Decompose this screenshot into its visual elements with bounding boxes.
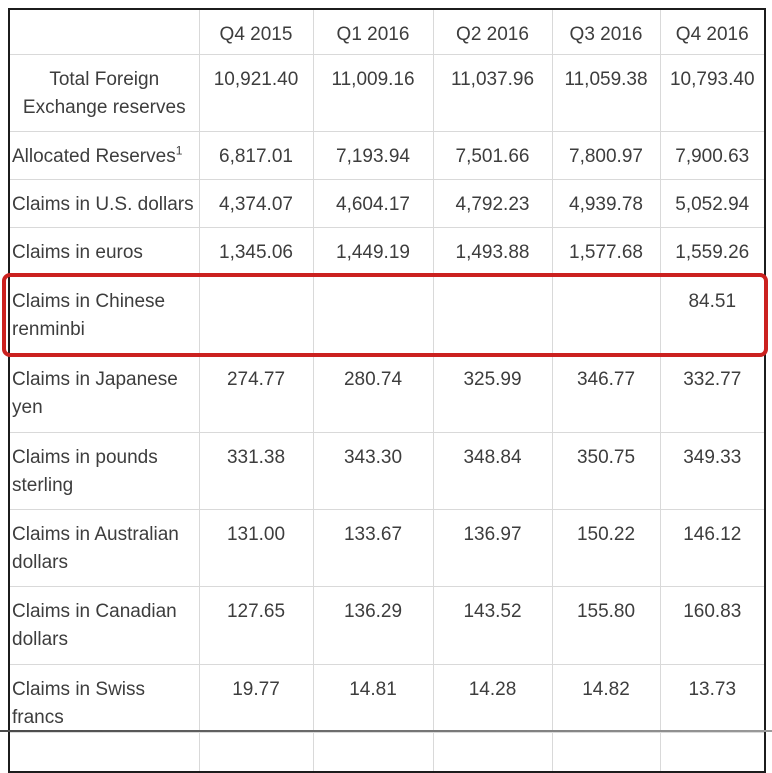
value-cell: 133.67 — [312, 508, 434, 587]
value-cell: 346.77 — [551, 353, 661, 433]
value-cell: 14.81 — [312, 663, 434, 733]
value-cell: 136.97 — [432, 508, 553, 587]
value-cell: 11,037.96 — [432, 53, 553, 132]
corner-cell — [8, 8, 200, 55]
table-row-claims-euro: Claims in euros 1,345.06 1,449.19 1,493.… — [8, 226, 766, 277]
value-cell: 4,939.78 — [551, 178, 661, 228]
value-cell: 332.77 — [659, 353, 766, 433]
empty-cell — [8, 731, 200, 773]
col-header-q4-2015: Q4 2015 — [198, 8, 314, 55]
foreign-exchange-reserves-table: Q4 2015 Q1 2016 Q2 2016 Q3 2016 Q4 2016 … — [8, 8, 766, 773]
value-cell: 4,792.23 — [432, 178, 553, 228]
value-cell: 7,501.66 — [432, 130, 553, 180]
table-row-claims-jpy: Claims in Japanese yen 274.77 280.74 325… — [8, 353, 766, 433]
table-row-claims-aud: Claims in Australian dollars 131.00 133.… — [8, 508, 766, 587]
value-cell: 14.28 — [432, 663, 553, 733]
value-cell: 1,493.88 — [432, 226, 553, 277]
value-cell: 7,900.63 — [659, 130, 766, 180]
col-header-q1-2016: Q1 2016 — [312, 8, 434, 55]
value-cell — [198, 275, 314, 355]
table-row-total-reserves: Total Foreign Exchange reserves 10,921.4… — [8, 53, 766, 132]
value-cell: 1,449.19 — [312, 226, 434, 277]
value-cell: 6,817.01 — [198, 130, 314, 180]
value-cell: 131.00 — [198, 508, 314, 587]
value-cell: 5,052.94 — [659, 178, 766, 228]
table-row-allocated-reserves: Allocated Reserves1 6,817.01 7,193.94 7,… — [8, 130, 766, 180]
value-cell: 349.33 — [659, 431, 766, 510]
row-label-claims-gbp: Claims in pounds sterling — [8, 431, 200, 510]
table-row-claims-usd: Claims in U.S. dollars 4,374.07 4,604.17… — [8, 178, 766, 228]
value-cell: 143.52 — [432, 585, 553, 665]
row-label-claims-cny: Claims in Chinese renminbi — [8, 275, 200, 355]
value-cell — [551, 275, 661, 355]
table-row-cutoff — [8, 731, 766, 773]
col-header-q4-2016: Q4 2016 — [659, 8, 766, 55]
empty-cell — [432, 731, 553, 773]
value-cell: 11,009.16 — [312, 53, 434, 132]
row-label-claims-euro: Claims in euros — [8, 226, 200, 277]
row-label-claims-jpy: Claims in Japanese yen — [8, 353, 200, 433]
value-cell: 11,059.38 — [551, 53, 661, 132]
value-cell: 325.99 — [432, 353, 553, 433]
value-cell: 10,793.40 — [659, 53, 766, 132]
value-cell: 155.80 — [551, 585, 661, 665]
table-row-claims-gbp: Claims in pounds sterling 331.38 343.30 … — [8, 431, 766, 510]
table-row-claims-chf: Claims in Swiss francs 19.77 14.81 14.28… — [8, 663, 766, 733]
empty-cell — [198, 731, 314, 773]
value-cell: 10,921.40 — [198, 53, 314, 132]
footnote-marker: 1 — [175, 143, 183, 158]
value-cell: 7,800.97 — [551, 130, 661, 180]
value-cell: 150.22 — [551, 508, 661, 587]
value-cell: 160.83 — [659, 585, 766, 665]
value-cell: 274.77 — [198, 353, 314, 433]
row-label-claims-aud: Claims in Australian dollars — [8, 508, 200, 587]
value-cell: 343.30 — [312, 431, 434, 510]
row-label-claims-chf: Claims in Swiss francs — [8, 663, 200, 733]
value-cell: 1,559.26 — [659, 226, 766, 277]
value-cell: 350.75 — [551, 431, 661, 510]
value-cell: 331.38 — [198, 431, 314, 510]
col-header-q3-2016: Q3 2016 — [551, 8, 661, 55]
empty-cell — [551, 731, 661, 773]
value-cell: 13.73 — [659, 663, 766, 733]
value-cell — [312, 275, 434, 355]
value-cell: 1,345.06 — [198, 226, 314, 277]
row-label-claims-usd: Claims in U.S. dollars — [8, 178, 200, 228]
header-row: Q4 2015 Q1 2016 Q2 2016 Q3 2016 Q4 2016 — [8, 8, 766, 55]
row-label-claims-cad: Claims in Canadian dollars — [8, 585, 200, 665]
value-cell: 146.12 — [659, 508, 766, 587]
value-cell: 7,193.94 — [312, 130, 434, 180]
value-cell: 14.82 — [551, 663, 661, 733]
value-cell: 280.74 — [312, 353, 434, 433]
value-cell: 127.65 — [198, 585, 314, 665]
value-cell: 4,374.07 — [198, 178, 314, 228]
row-label-total-reserves: Total Foreign Exchange reserves — [8, 53, 200, 132]
empty-cell — [312, 731, 434, 773]
row-label-text: Allocated Reserves — [12, 145, 176, 167]
col-header-q2-2016: Q2 2016 — [432, 8, 553, 55]
value-cell — [432, 275, 553, 355]
table-row-claims-cny-highlighted: Claims in Chinese renminbi 84.51 — [8, 275, 766, 355]
value-cell: 348.84 — [432, 431, 553, 510]
reserves-table-container: Q4 2015 Q1 2016 Q2 2016 Q3 2016 Q4 2016 … — [8, 8, 766, 773]
row-label-allocated-reserves: Allocated Reserves1 — [8, 130, 200, 180]
value-cell: 136.29 — [312, 585, 434, 665]
table-row-claims-cad: Claims in Canadian dollars 127.65 136.29… — [8, 585, 766, 665]
value-cell: 84.51 — [659, 275, 766, 355]
value-cell: 1,577.68 — [551, 226, 661, 277]
value-cell: 4,604.17 — [312, 178, 434, 228]
empty-cell — [659, 731, 766, 773]
value-cell: 19.77 — [198, 663, 314, 733]
